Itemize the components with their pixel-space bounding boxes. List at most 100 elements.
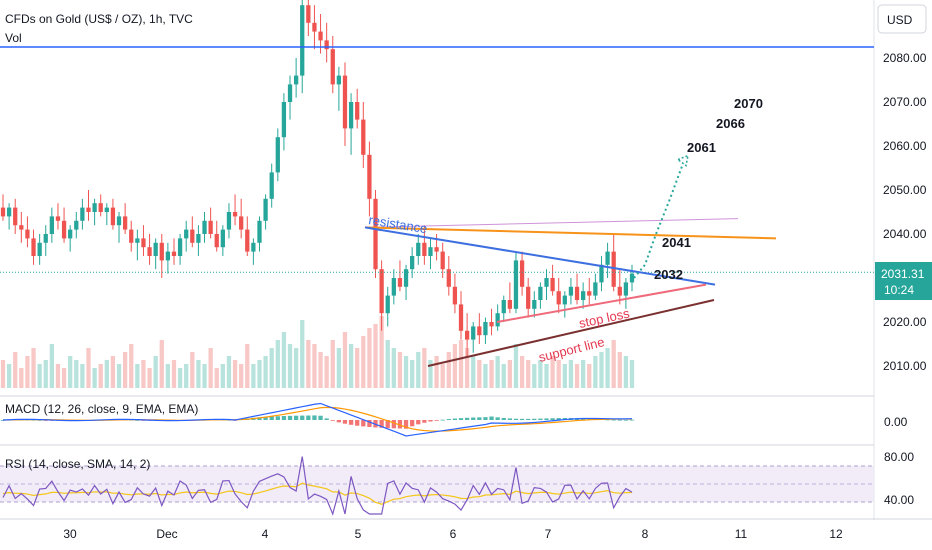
volume-bar — [397, 352, 403, 388]
volume-bar — [623, 356, 629, 388]
macd-hist-bar — [458, 418, 464, 420]
volume-bar — [86, 348, 91, 388]
volume-bar — [422, 348, 427, 388]
candle-body — [410, 256, 415, 270]
volume-bar — [171, 360, 177, 388]
candle-body — [416, 242, 421, 256]
macd-hist-bar — [342, 420, 348, 424]
candle-body — [422, 242, 427, 256]
volume-bar — [245, 344, 250, 388]
candle-body — [574, 286, 580, 300]
volume-bar — [74, 360, 79, 388]
candle-body — [507, 300, 513, 309]
macd-hist-bar — [300, 415, 305, 420]
volume-bar — [0, 360, 6, 388]
candle-body — [379, 269, 384, 314]
macd-hist-bar — [410, 420, 415, 427]
resistance-extension-line[interactable] — [364, 218, 739, 228]
volume-bar — [544, 364, 549, 388]
volume-bar — [568, 360, 574, 388]
macd-hist-bar — [501, 417, 506, 420]
resistance-line[interactable] — [364, 226, 716, 286]
candle-body — [513, 260, 519, 309]
volume-bar — [129, 344, 134, 388]
macd-hist-bar — [422, 420, 427, 423]
macd-hist-bar — [348, 420, 354, 425]
candle-body — [245, 229, 250, 252]
volume-bar — [43, 360, 48, 388]
volume-bar — [208, 348, 213, 388]
candle-body — [0, 207, 6, 217]
volume-bar — [611, 340, 616, 388]
volume-bar — [434, 356, 439, 388]
volume-bar — [428, 360, 433, 388]
candle-body — [464, 330, 470, 340]
volume-bar — [532, 364, 537, 388]
candle-body — [220, 229, 225, 248]
macd-hist-bar — [471, 417, 476, 420]
volume-bar — [501, 364, 506, 388]
macd-hist-bar — [489, 416, 494, 420]
stop-loss-line[interactable] — [496, 283, 707, 323]
volume-bar — [355, 348, 360, 388]
candle-body — [159, 242, 164, 261]
price-tick: 2060.00 — [883, 139, 927, 153]
candle-body — [214, 234, 219, 248]
currency-button[interactable] — [877, 4, 927, 34]
candle-body — [202, 220, 207, 234]
candle-body — [312, 22, 317, 32]
candle-body — [556, 291, 561, 305]
macd-hist-bar — [581, 418, 586, 420]
orange-trend-line[interactable] — [364, 226, 777, 240]
candle-body — [330, 49, 335, 85]
currency-label: USD — [887, 13, 913, 27]
candle-body — [13, 207, 18, 226]
support-line[interactable] — [427, 299, 715, 367]
candle-body — [300, 5, 305, 76]
projection-path[interactable] — [633, 163, 684, 279]
candle-body — [361, 119, 366, 155]
candle-body — [263, 198, 268, 221]
candle-body — [257, 220, 262, 243]
macd-hist-bar — [367, 420, 372, 427]
price-tick: 2010.00 — [883, 359, 927, 373]
candle-body — [55, 216, 61, 221]
candle-body — [196, 234, 201, 243]
macd-hist-bar — [37, 419, 42, 421]
volume-bar — [141, 360, 146, 388]
candle-body — [501, 300, 506, 314]
candle-body — [184, 229, 189, 239]
volume-bar — [110, 356, 116, 388]
candle-body — [98, 203, 103, 212]
volume-bar — [306, 340, 311, 388]
candle-body — [68, 229, 73, 239]
volume-bar — [159, 340, 164, 388]
candle-body — [471, 326, 476, 340]
candle-body — [355, 102, 360, 120]
macd-hist-bar — [287, 415, 293, 420]
volume-bar — [471, 356, 476, 388]
volume-bar — [538, 360, 543, 388]
candle-body — [519, 260, 525, 287]
candle-body — [544, 278, 549, 287]
level-2061-label: 2061 — [687, 140, 716, 155]
candle-body — [367, 154, 372, 199]
macd-hist-bar — [391, 420, 396, 429]
volume-bar — [464, 348, 470, 388]
volume-bar — [410, 360, 415, 388]
volume-bar — [593, 356, 598, 388]
volume-bar — [379, 316, 384, 388]
volume-bar — [513, 344, 519, 388]
candle-body — [495, 313, 500, 327]
macd-hist-bar — [263, 416, 268, 420]
time-tick: 11 — [735, 527, 748, 541]
candlesticks — [0, 0, 635, 358]
volume-bar — [452, 344, 458, 388]
volume-bar — [19, 368, 24, 388]
volume-bar — [226, 356, 232, 388]
volume-bar — [214, 368, 219, 388]
macd-line — [2, 402, 633, 437]
candle-body — [532, 300, 537, 309]
macd-hist-bar — [324, 418, 329, 420]
